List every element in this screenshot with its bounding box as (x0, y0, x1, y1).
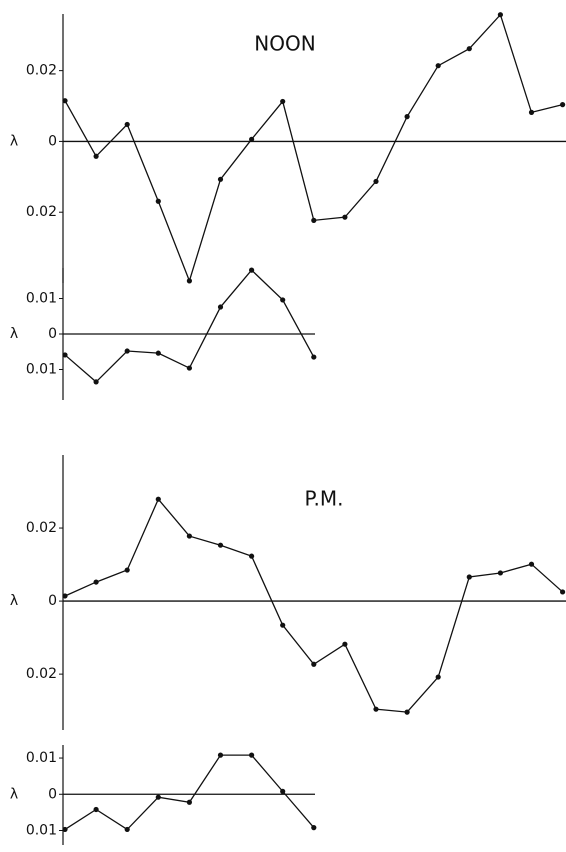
data-point (435, 63, 441, 69)
data-point (373, 178, 379, 185)
y-tick-label: 0.02 (26, 520, 57, 536)
data-point (124, 567, 130, 573)
data-line (64, 269, 315, 383)
data-point (342, 641, 348, 647)
y-tick-label: 0.01 (26, 750, 57, 766)
y-axis-label: λ (10, 133, 18, 149)
y-tick-label: 0.01 (26, 291, 57, 307)
data-point (435, 674, 441, 680)
data-point (497, 570, 503, 576)
data-point (186, 365, 192, 371)
data-point (280, 98, 286, 105)
data-point (186, 533, 192, 539)
data-point (311, 217, 317, 223)
data-point (311, 825, 317, 831)
y-axis-label: λ (10, 326, 18, 342)
data-point (62, 593, 68, 599)
data-point (155, 350, 161, 356)
data-point (280, 297, 286, 303)
data-point (62, 98, 68, 104)
data-point (249, 136, 255, 142)
data-point (124, 121, 130, 128)
data-point (93, 579, 99, 585)
data-point (280, 788, 286, 794)
y-axis-label: λ (10, 786, 18, 802)
y-tick-label: 0 (48, 593, 57, 609)
chart-title: P.M. (305, 487, 344, 511)
data-line (64, 754, 315, 831)
y-tick-label: 0 (48, 133, 57, 149)
data-point (249, 752, 255, 758)
data-point (466, 574, 472, 580)
data-point (217, 304, 224, 310)
data-point (93, 806, 99, 813)
data-point (560, 102, 566, 108)
data-point (404, 709, 410, 715)
data-point (93, 379, 99, 385)
data-point (124, 826, 130, 833)
y-tick-label: 0.02 (26, 204, 57, 220)
y-axis-label: λ (10, 593, 18, 609)
data-point (249, 267, 255, 273)
data-point (528, 561, 535, 567)
data-point (217, 542, 224, 548)
data-point (62, 352, 68, 358)
data-point (217, 176, 224, 182)
data-line (64, 497, 564, 713)
data-point (93, 153, 99, 159)
data-point (497, 12, 503, 18)
data-point (560, 589, 566, 595)
data-point (404, 114, 410, 120)
data-point (466, 46, 472, 52)
data-point (311, 354, 317, 360)
y-tick-label: 0 (48, 326, 57, 342)
data-point (124, 348, 130, 354)
y-tick-label: 0.01 (26, 361, 57, 377)
data-point (155, 198, 161, 204)
y-tick-label: 0.02 (26, 666, 57, 682)
y-tick-label: 0 (48, 786, 57, 802)
data-point (155, 496, 161, 502)
chart-title: NOON (254, 32, 315, 56)
data-point (155, 794, 161, 800)
y-tick-label: 0.01 (26, 823, 57, 839)
data-point (186, 278, 192, 284)
data-point (311, 661, 317, 667)
data-point (373, 706, 379, 712)
data-point (280, 622, 286, 628)
y-tick-label: 0.02 (26, 63, 57, 79)
data-point (528, 109, 535, 115)
data-point (186, 799, 192, 805)
data-point (217, 752, 224, 758)
data-point (342, 214, 348, 220)
data-point (62, 826, 68, 833)
data-point (249, 553, 255, 559)
